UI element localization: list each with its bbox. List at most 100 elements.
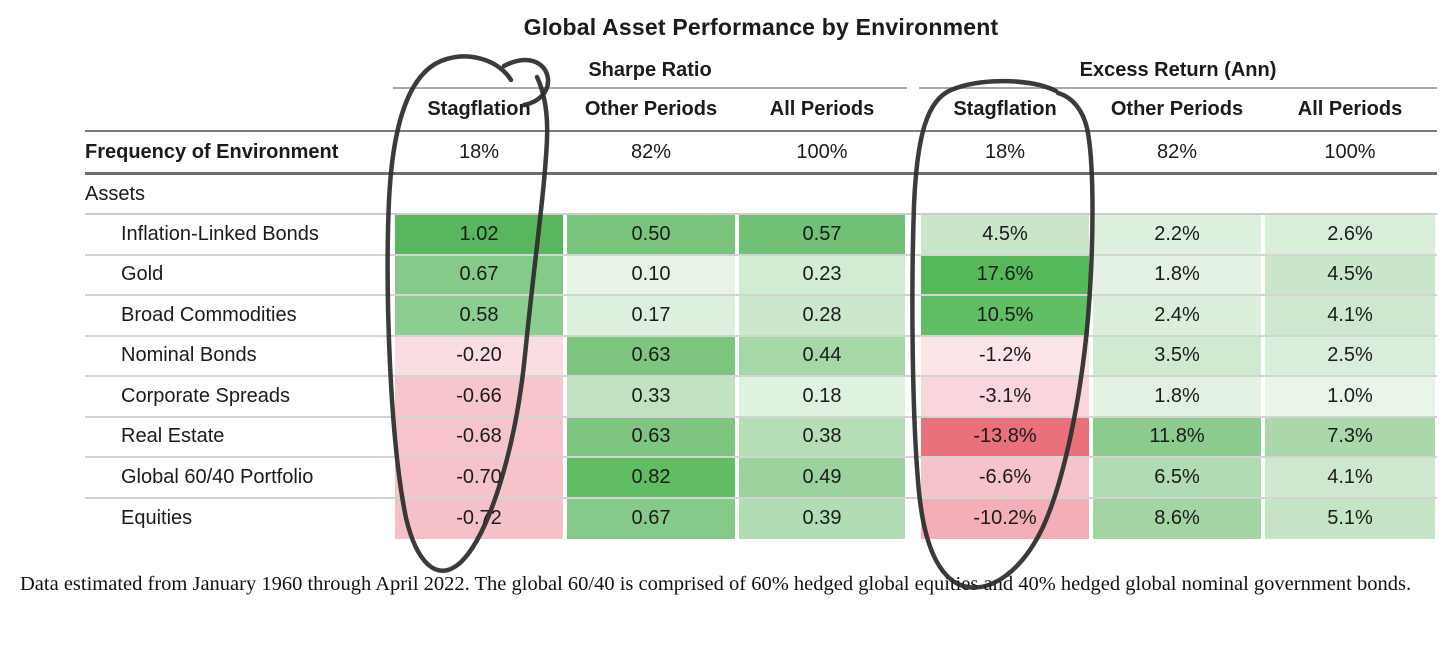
performance-table: Sharpe Ratio Excess Return (Ann) Stagfla… <box>85 53 1437 539</box>
frequency-row-label: Frequency of Environment <box>85 140 339 163</box>
column-header-other-periods-excess: Other Periods <box>1110 98 1244 120</box>
heatmap-cell: -1.2% <box>919 336 1091 375</box>
heatmap-cell: 4.5% <box>1263 255 1437 294</box>
frequency-row: Frequency of Environment 18% 82% 100% 18… <box>85 132 1437 175</box>
group-gap <box>907 377 919 416</box>
heatmap-cell: 10.5% <box>919 296 1091 335</box>
group-gap <box>907 215 919 254</box>
heatmap-cell: 0.23 <box>737 255 907 294</box>
heatmap-cell: 8.6% <box>1091 498 1263 539</box>
heatmap-cell: 0.39 <box>737 498 907 539</box>
heatmap-cell: 0.67 <box>565 498 737 539</box>
frequency-value: 18% <box>458 140 500 163</box>
heatmap-cell: 0.17 <box>565 296 737 335</box>
heatmap-cell: 2.2% <box>1091 215 1263 254</box>
table-row: Real Estate -0.68 0.63 0.38 -13.8% 11.8%… <box>85 417 1437 458</box>
heatmap-cell: 0.57 <box>737 215 907 254</box>
heatmap-cell: 4.5% <box>919 215 1091 254</box>
heatmap-cell: 0.58 <box>393 296 565 335</box>
table-row: Nominal Bonds -0.20 0.63 0.44 -1.2% 3.5%… <box>85 336 1437 377</box>
heatmap-cell: 0.82 <box>565 458 737 497</box>
page-title: Global Asset Performance by Environment <box>523 14 999 40</box>
column-header-other-periods-sharpe: Other Periods <box>584 98 718 120</box>
column-header-row: Stagflation Other Periods All Periods St… <box>85 89 1437 132</box>
column-header-stagflation-sharpe: Stagflation <box>427 98 531 120</box>
heatmap-cell: 11.8% <box>1091 417 1263 456</box>
heatmap-cell: 0.10 <box>565 255 737 294</box>
table-row: Inflation-Linked Bonds 1.02 0.50 0.57 4.… <box>85 215 1437 256</box>
heatmap-cell: 0.44 <box>737 336 907 375</box>
frequency-value: 82% <box>1156 140 1198 163</box>
heatmap-cell: 0.49 <box>737 458 907 497</box>
heatmap-cell: -3.1% <box>919 377 1091 416</box>
footnote: Data estimated from January 1960 through… <box>20 573 1412 595</box>
group-header-excess-return: Excess Return (Ann) <box>919 53 1437 89</box>
heatmap-cell: 0.18 <box>737 377 907 416</box>
assets-section-row: Assets <box>85 175 1437 215</box>
heatmap-cell: 2.5% <box>1263 336 1437 375</box>
heatmap-cell: 1.8% <box>1091 255 1263 294</box>
table-row: Broad Commodities 0.58 0.17 0.28 10.5% 2… <box>85 296 1437 337</box>
heatmap-cell: 1.02 <box>393 215 565 254</box>
heatmap-cell: 0.38 <box>737 417 907 456</box>
table-row: Gold 0.67 0.10 0.23 17.6% 1.8% 4.5% <box>85 255 1437 296</box>
spacer <box>85 89 393 130</box>
group-header-row: Sharpe Ratio Excess Return (Ann) <box>85 53 1437 89</box>
heatmap-cell: 7.3% <box>1263 417 1437 456</box>
heatmap-cell: 0.63 <box>565 336 737 375</box>
heatmap-cell: 17.6% <box>919 255 1091 294</box>
column-header-all-periods-excess: All Periods <box>1297 98 1403 120</box>
group-gap <box>907 256 919 295</box>
frequency-value: 82% <box>630 140 672 163</box>
spacer <box>85 53 393 89</box>
heatmap-cell: -0.72 <box>393 498 565 539</box>
group-gap <box>907 53 919 89</box>
group-gap <box>907 296 919 335</box>
table-row: Global 60/40 Portfolio -0.70 0.82 0.49 -… <box>85 458 1437 499</box>
heatmap-cell: -13.8% <box>919 417 1091 456</box>
asset-name: Real Estate <box>121 425 225 448</box>
heatmap-cell: 2.4% <box>1091 296 1263 335</box>
heatmap-cell: 6.5% <box>1091 458 1263 497</box>
table-row: Equities -0.72 0.67 0.39 -10.2% 8.6% 5.1… <box>85 498 1437 540</box>
asset-name: Inflation-Linked Bonds <box>121 222 319 245</box>
heatmap-cell: 2.6% <box>1263 215 1437 254</box>
assets-section-label: Assets <box>85 182 146 205</box>
heatmap-cell: 5.1% <box>1263 498 1437 539</box>
heatmap-cell: -6.6% <box>919 458 1091 497</box>
heatmap-cell: -10.2% <box>919 498 1091 539</box>
frequency-value: 100% <box>796 140 848 163</box>
heatmap-cell: -0.66 <box>393 377 565 416</box>
group-gap <box>907 418 919 457</box>
heatmap-cell: 0.33 <box>565 377 737 416</box>
heatmap-cell: -0.70 <box>393 458 565 497</box>
heatmap-cell: 4.1% <box>1263 296 1437 335</box>
heatmap-cell: 1.8% <box>1091 377 1263 416</box>
heatmap-cell: 0.67 <box>393 255 565 294</box>
group-header-sharpe-ratio: Sharpe Ratio <box>393 53 907 89</box>
column-header-all-periods-sharpe: All Periods <box>769 98 875 120</box>
heatmap-cell: 4.1% <box>1263 458 1437 497</box>
asset-rows: Inflation-Linked Bonds 1.02 0.50 0.57 4.… <box>85 215 1437 539</box>
group-gap <box>907 89 919 130</box>
heatmap-cell: -0.20 <box>393 336 565 375</box>
group-gap <box>907 499 919 540</box>
asset-name: Corporate Spreads <box>121 384 290 407</box>
heatmap-cell: 0.28 <box>737 296 907 335</box>
asset-name: Gold <box>121 263 164 286</box>
group-gap <box>907 458 919 497</box>
heatmap-cell: -0.68 <box>393 417 565 456</box>
heatmap-cell: 0.50 <box>565 215 737 254</box>
column-header-stagflation-excess: Stagflation <box>953 98 1057 120</box>
asset-name: Nominal Bonds <box>121 344 257 367</box>
asset-name: Global 60/40 Portfolio <box>121 465 314 488</box>
asset-name: Broad Commodities <box>121 303 297 326</box>
heatmap-cell: 3.5% <box>1091 336 1263 375</box>
frequency-value: 100% <box>1324 140 1376 163</box>
heatmap-cell: 1.0% <box>1263 377 1437 416</box>
group-gap <box>907 132 919 172</box>
table-row: Corporate Spreads -0.66 0.33 0.18 -3.1% … <box>85 377 1437 418</box>
frequency-value: 18% <box>984 140 1026 163</box>
asset-name: Equities <box>121 507 193 530</box>
